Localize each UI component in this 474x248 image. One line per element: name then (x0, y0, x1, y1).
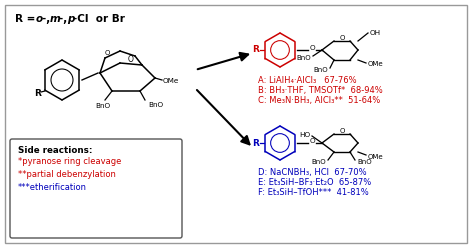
Text: O: O (339, 128, 345, 134)
Text: BnO: BnO (311, 159, 326, 165)
Text: E: Et₃SiH–BF₃·Et₂O  65-87%: E: Et₃SiH–BF₃·Et₂O 65-87% (258, 178, 371, 187)
Text: HO: HO (299, 132, 310, 138)
Text: BnO: BnO (357, 159, 372, 165)
Text: BnO: BnO (296, 55, 311, 61)
Text: p: p (67, 14, 74, 24)
Text: O: O (309, 138, 315, 144)
Text: *pyranose ring cleavage: *pyranose ring cleavage (18, 157, 121, 166)
Text: O: O (128, 56, 134, 64)
Text: BnO: BnO (148, 102, 163, 108)
Text: BnO: BnO (95, 103, 110, 109)
Text: OMe: OMe (368, 61, 383, 67)
Text: D: NaCNBH₃, HCl  67-70%: D: NaCNBH₃, HCl 67-70% (258, 168, 366, 177)
FancyBboxPatch shape (5, 5, 467, 243)
Text: O: O (104, 50, 109, 56)
Text: R: R (253, 45, 259, 55)
Text: A: LiAlH₄·AlCl₃   67-76%: A: LiAlH₄·AlCl₃ 67-76% (258, 76, 356, 85)
Text: m: m (50, 14, 61, 24)
Text: O: O (309, 45, 315, 51)
Text: R =: R = (15, 14, 39, 24)
Text: O: O (339, 35, 345, 41)
Text: R: R (253, 138, 259, 148)
Text: Side reactions:: Side reactions: (18, 146, 92, 155)
Text: R: R (35, 89, 41, 97)
Text: BnO: BnO (313, 67, 328, 73)
Text: o: o (36, 14, 43, 24)
Text: -,: -, (59, 14, 71, 24)
Text: **partial debenzylation: **partial debenzylation (18, 170, 116, 179)
Text: -Cl  or Br: -Cl or Br (73, 14, 125, 24)
Text: OMe: OMe (368, 154, 383, 160)
FancyBboxPatch shape (10, 139, 182, 238)
Text: OMe: OMe (163, 78, 179, 84)
Text: -,: -, (42, 14, 54, 24)
Text: ***etherification: ***etherification (18, 183, 87, 192)
Text: B: BH₃·THF, TMSOTf*  68-94%: B: BH₃·THF, TMSOTf* 68-94% (258, 86, 383, 95)
Text: F: Et₃SiH–TfOH***  41-81%: F: Et₃SiH–TfOH*** 41-81% (258, 188, 369, 197)
Text: OH: OH (370, 30, 381, 36)
Text: C: Me₃N·BH₃, AlCl₃**  51-64%: C: Me₃N·BH₃, AlCl₃** 51-64% (258, 96, 380, 105)
